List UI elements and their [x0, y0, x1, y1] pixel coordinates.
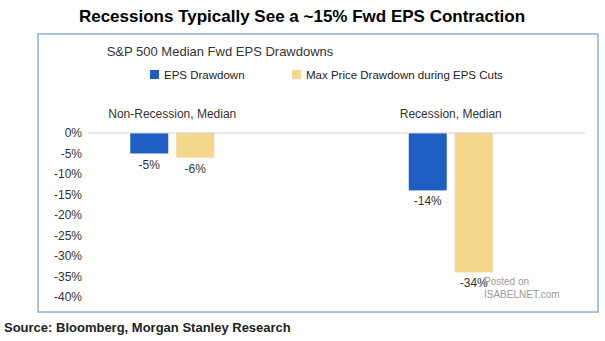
watermark: ISABELNET.com: [484, 289, 560, 300]
subtitle: S&P 500 Median Fwd EPS Drawdowns: [107, 44, 334, 59]
bar: [176, 133, 214, 158]
source: Source: Bloomberg, Morgan Stanley Resear…: [4, 320, 291, 335]
data-label: -5%: [139, 158, 161, 172]
y-tick-label: -20%: [54, 208, 82, 222]
legend-swatch: [150, 70, 159, 79]
y-tick-label: -10%: [54, 167, 82, 181]
frame: [38, 34, 598, 312]
y-tick-label: -35%: [54, 270, 82, 284]
bar: [130, 133, 168, 154]
zero-line: [88, 133, 585, 134]
title: Recessions Typically See a ~15% Fwd EPS …: [79, 7, 525, 26]
legend-label: Max Price Drawdown during EPS Cuts: [306, 69, 503, 81]
bar: [409, 133, 447, 190]
y-tick-label: 0%: [65, 126, 83, 140]
y-tick-label: -30%: [54, 249, 82, 263]
legend-swatch: [292, 70, 301, 79]
data-label: -14%: [414, 194, 442, 208]
y-tick-label: -15%: [54, 188, 82, 202]
data-label: -6%: [185, 162, 207, 176]
y-tick-label: -5%: [61, 147, 83, 161]
category-label: Non-Recession, Median: [108, 107, 236, 121]
bars: [130, 133, 493, 272]
watermark: Posted on: [484, 276, 529, 287]
y-tick-label: -25%: [54, 229, 82, 243]
chart: Recessions Typically See a ~15% Fwd EPS …: [0, 0, 605, 341]
category-label: Recession, Median: [400, 107, 502, 121]
legend-label: EPS Drawdown: [164, 69, 245, 81]
y-tick-label: -40%: [54, 290, 82, 304]
bar: [455, 133, 493, 272]
